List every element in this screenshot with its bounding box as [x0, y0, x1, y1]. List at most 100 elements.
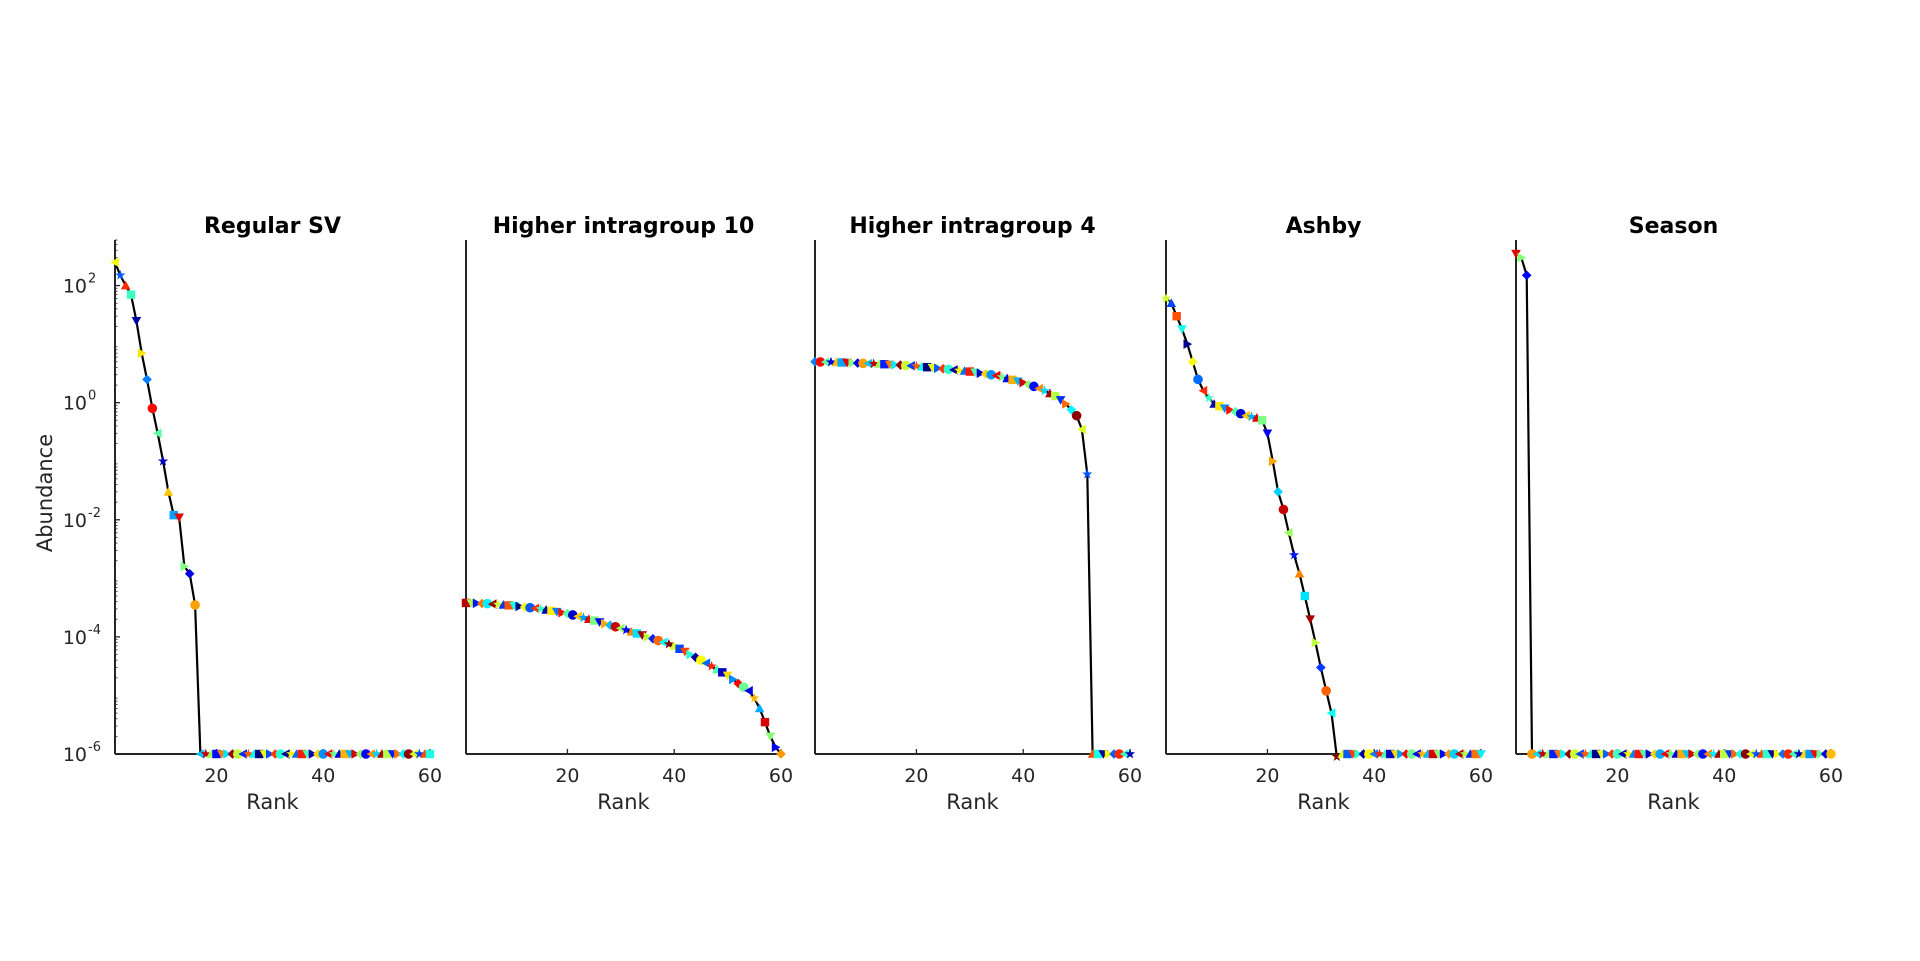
panel-title: Higher intragroup 4 — [849, 214, 1095, 239]
data-point-marker — [1549, 749, 1558, 759]
data-point-marker — [1560, 749, 1569, 759]
data-point-marker — [1412, 749, 1421, 759]
data-point-marker — [227, 749, 238, 759]
data-point-marker — [1177, 325, 1187, 334]
data-point-marker — [1788, 749, 1798, 759]
data-point-marker — [1305, 615, 1315, 625]
data-point-marker — [1246, 411, 1257, 422]
data-point-marker — [308, 749, 318, 759]
data-point-marker — [718, 668, 727, 677]
data-point-marker — [1364, 749, 1374, 759]
data-point-marker — [318, 749, 329, 759]
x-axis-label: Rank — [597, 790, 650, 814]
data-point-marker — [922, 362, 932, 372]
data-point-marker — [1374, 748, 1385, 759]
panel-4: Ashby 20 40 60 Rank — [1160, 214, 1493, 814]
data-point-marker — [313, 749, 323, 759]
data-point-marker — [281, 749, 290, 759]
data-point-marker — [351, 749, 361, 759]
data-point-marker — [1358, 749, 1369, 759]
data-point-marker — [1527, 749, 1537, 759]
x-tick-label: 60 — [769, 765, 793, 787]
data-point-marker — [184, 568, 195, 579]
data-point-marker — [1720, 749, 1729, 759]
data-point-marker — [340, 749, 349, 759]
data-point-marker — [1316, 662, 1326, 673]
data-point-marker — [1369, 749, 1379, 759]
data-point-marker — [1183, 339, 1193, 349]
data-point-marker — [1688, 749, 1697, 759]
data-point-marker — [270, 749, 280, 759]
data-point-marker — [1708, 748, 1719, 759]
data-point-marker — [1268, 456, 1278, 466]
data-point-marker — [868, 358, 879, 369]
data-point-marker — [472, 598, 482, 609]
data-point-marker — [616, 623, 625, 634]
data-point-marker — [1428, 749, 1438, 759]
data-point-marker — [163, 487, 174, 496]
data-point-marker — [1459, 748, 1471, 759]
data-point-marker — [1762, 749, 1772, 759]
data-point-marker — [157, 455, 169, 466]
data-point-marker — [409, 749, 418, 759]
data-point-marker — [323, 749, 333, 759]
data-point-marker — [1698, 749, 1708, 759]
data-point-marker — [1051, 391, 1060, 401]
data-point-marker — [863, 358, 873, 369]
x-tick-label: 20 — [555, 765, 579, 787]
data-point-marker — [394, 749, 403, 759]
x-tick-label: 60 — [418, 765, 442, 787]
data-point-marker — [1793, 748, 1805, 759]
y-tick-label-base: 10 — [63, 276, 87, 298]
data-point-marker — [1805, 749, 1814, 759]
data-point-marker — [115, 269, 126, 280]
data-point-marker — [573, 611, 582, 622]
data-point-marker — [547, 606, 556, 616]
data-point-marker — [1692, 749, 1703, 759]
data-point-marker — [643, 632, 653, 642]
data-point-marker — [1612, 749, 1623, 759]
data-point-marker — [949, 365, 958, 375]
data-point-marker — [403, 749, 414, 759]
data-point-marker — [1071, 410, 1082, 421]
data-point-marker — [1731, 749, 1740, 759]
data-point-marker — [1735, 749, 1745, 759]
data-point-marker — [137, 348, 147, 358]
data-point-marker — [1677, 749, 1686, 759]
data-point-marker — [891, 360, 900, 370]
data-point-marker — [1124, 748, 1136, 759]
x-tick-label: 60 — [1819, 765, 1843, 787]
data-point-marker — [686, 649, 695, 660]
data-point-marker — [371, 748, 382, 759]
data-point-marker — [1343, 749, 1352, 759]
data-point-marker — [1187, 356, 1198, 367]
data-point-marker — [589, 616, 599, 625]
x-tick-label: 60 — [1469, 765, 1493, 787]
panel-title: Ashby — [1286, 214, 1362, 239]
x-tick-label: 20 — [1255, 765, 1279, 787]
data-point-marker — [1517, 252, 1527, 263]
data-point-marker — [530, 603, 540, 614]
data-point-marker — [729, 674, 738, 685]
data-point-marker — [1665, 748, 1676, 759]
x-tick-label: 40 — [662, 765, 686, 787]
data-point-marker — [744, 686, 753, 696]
data-point-marker — [461, 598, 471, 608]
data-point-marker — [1521, 270, 1532, 281]
data-point-marker — [1660, 749, 1670, 759]
data-point-marker — [487, 599, 497, 609]
data-point-marker — [976, 368, 986, 378]
data-point-marker — [825, 356, 837, 367]
data-point-marker — [738, 682, 749, 692]
data-point-marker — [328, 748, 339, 759]
data-point-marker — [1039, 385, 1050, 396]
data-point-marker — [1062, 399, 1071, 409]
panel-title: Higher intragroup 10 — [493, 214, 755, 239]
data-point-marker — [1454, 749, 1464, 759]
data-point-marker — [477, 598, 487, 609]
data-point-marker — [1160, 293, 1172, 303]
data-point-marker — [266, 749, 275, 759]
x-tick-label: 40 — [1011, 765, 1035, 787]
data-point-marker — [1444, 749, 1454, 759]
